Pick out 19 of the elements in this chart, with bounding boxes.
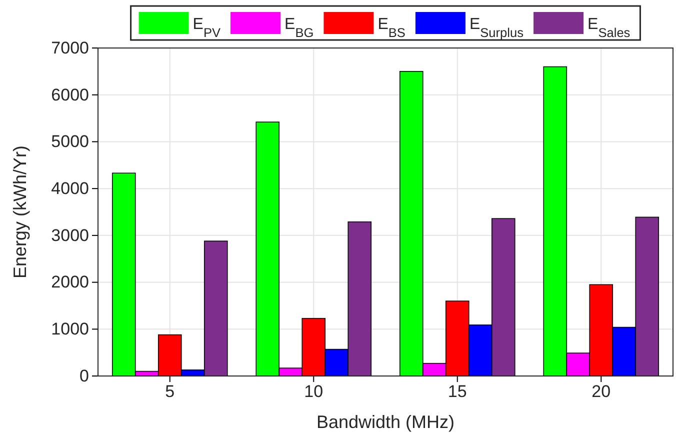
legend-label: E$_{Sales}$: [588, 16, 630, 40]
y-tick-label: 1000: [51, 320, 89, 339]
y-tick-label: 7000: [51, 38, 89, 58]
legend-label: E$_{PV}$: [192, 16, 221, 40]
y-tick-label: 0: [80, 366, 89, 386]
x-tick-label: 15: [448, 382, 467, 402]
y-tick-label: 2000: [51, 272, 89, 292]
y-tick-label: 3000: [51, 226, 89, 245]
x-tick-label: 10: [304, 382, 324, 402]
legend-label: E$_{BS}$: [378, 16, 406, 40]
y-tick-label: 5000: [51, 132, 89, 152]
legend-label: E$_{Surplus}$: [469, 16, 524, 40]
y-axis-title: Energy (kWh/Yr): [10, 145, 30, 279]
x-tick-label: 5: [165, 382, 175, 402]
y-tick-label: 6000: [51, 85, 89, 104]
x-tick-label: 20: [592, 382, 611, 402]
x-axis-title: Bandwidth (MHz): [316, 412, 455, 432]
legend-label: E$_{BG}$: [284, 16, 314, 40]
y-tick-label: 4000: [51, 179, 89, 198]
